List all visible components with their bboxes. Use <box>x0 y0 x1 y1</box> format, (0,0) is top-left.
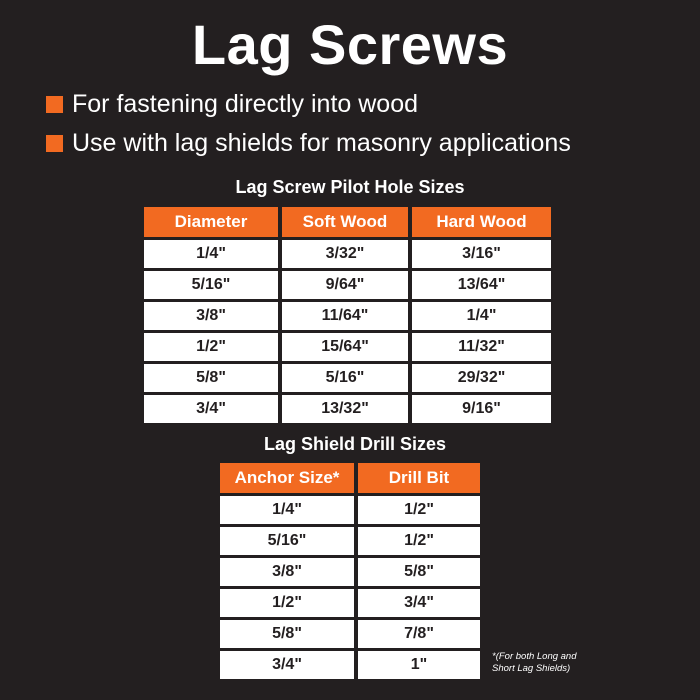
footnote: *(For both Long and Short Lag Shields) <box>492 651 577 675</box>
table-cell: 1/2" <box>358 527 480 555</box>
footnote-line: *(For both Long and <box>492 651 577 662</box>
table-cell: 15/64" <box>282 333 408 361</box>
table-cell: 3/16" <box>412 240 551 268</box>
table-row: 3/4" 1" <box>220 651 480 679</box>
table-cell: 9/16" <box>412 395 551 423</box>
table-cell: 11/32" <box>412 333 551 361</box>
table-cell: 5/16" <box>282 364 408 392</box>
shield-drill-table: Anchor Size* Drill Bit 1/4" 1/2" 5/16" 1/2"… <box>216 460 484 682</box>
table-row: 5/16" 9/64" 13/64" <box>144 271 551 299</box>
page-title: Lag Screws <box>191 13 509 76</box>
pilot-table-title: Lag Screw Pilot Hole Sizes <box>235 177 465 197</box>
table-cell: 9/64" <box>282 271 408 299</box>
table-row: 5/16" 1/2" <box>220 527 480 555</box>
table-cell: 1/2" <box>358 496 480 524</box>
table-row: 5/8" 7/8" <box>220 620 480 648</box>
table-cell: 3/4" <box>144 395 278 423</box>
column-header: Soft Wood <box>282 207 408 237</box>
table-row: 1/2" 3/4" <box>220 589 480 617</box>
table-cell: 5/8" <box>220 620 354 648</box>
table-row: 1/2" 15/64" 11/32" <box>144 333 551 361</box>
table-cell: 11/64" <box>282 302 408 330</box>
table-cell: 3/32" <box>282 240 408 268</box>
bullet-text: Use with lag shields for masonry applica… <box>72 129 571 157</box>
table-cell: 3/4" <box>220 651 354 679</box>
pilot-hole-table: Diameter Soft Wood Hard Wood 1/4" 3/32" 3/… <box>140 204 555 426</box>
table-row: 3/8" 5/8" <box>220 558 480 586</box>
column-header: Drill Bit <box>358 463 480 493</box>
table-cell: 3/8" <box>144 302 278 330</box>
table-row: 1/4" 1/2" <box>220 496 480 524</box>
table-cell: 29/32" <box>412 364 551 392</box>
table-cell: 1/2" <box>144 333 278 361</box>
table-row: 5/8" 5/16" 29/32" <box>144 364 551 392</box>
bullet-item: For fastening directly into wood <box>46 90 418 119</box>
table-row: 1/4" 3/32" 3/16" <box>144 240 551 268</box>
table-cell: 5/8" <box>358 558 480 586</box>
table-cell: 5/8" <box>144 364 278 392</box>
table-cell: 5/16" <box>144 271 278 299</box>
table-cell: 7/8" <box>358 620 480 648</box>
table-row: 3/8" 11/64" 1/4" <box>144 302 551 330</box>
table-cell: 1/4" <box>220 496 354 524</box>
table-cell: 1" <box>358 651 480 679</box>
table-cell: 13/32" <box>282 395 408 423</box>
table-cell: 5/16" <box>220 527 354 555</box>
bullet-text: For fastening directly into wood <box>72 90 419 118</box>
column-header: Hard Wood <box>412 207 551 237</box>
column-header: Anchor Size* <box>220 463 354 493</box>
footnote-line: Short Lag Shields) <box>492 663 571 674</box>
table-cell: 1/4" <box>412 302 551 330</box>
table-header-row: Anchor Size* Drill Bit <box>220 463 480 493</box>
bullet-item: Use with lag shields for masonry applica… <box>46 129 571 158</box>
table-cell: 3/8" <box>220 558 354 586</box>
orange-square-bullet-icon <box>46 96 63 113</box>
orange-square-bullet-icon <box>46 135 63 152</box>
table-row: 3/4" 13/32" 9/16" <box>144 395 551 423</box>
column-header: Diameter <box>144 207 278 237</box>
table-cell: 3/4" <box>358 589 480 617</box>
table-header-row: Diameter Soft Wood Hard Wood <box>144 207 551 237</box>
shield-table-title: Lag Shield Drill Sizes <box>263 434 447 454</box>
table-cell: 1/2" <box>220 589 354 617</box>
table-cell: 1/4" <box>144 240 278 268</box>
table-cell: 13/64" <box>412 271 551 299</box>
